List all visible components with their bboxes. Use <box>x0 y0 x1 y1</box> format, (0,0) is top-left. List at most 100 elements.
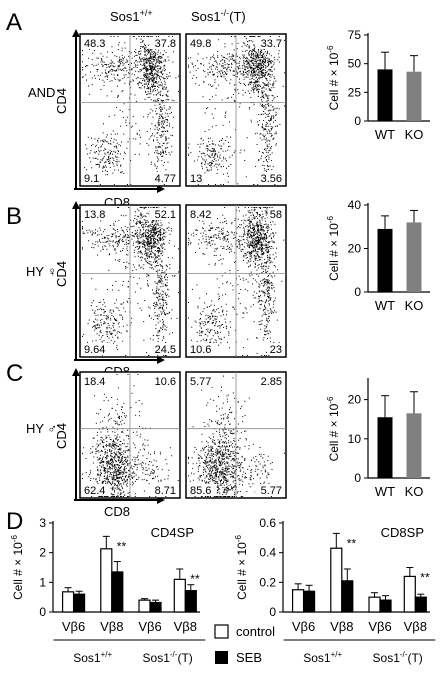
flow-dot-cloud <box>82 36 179 185</box>
quadrant-upper-left-value: 13.8 <box>84 209 105 221</box>
bar-seb <box>149 601 162 613</box>
significance-marker: ** <box>420 571 430 585</box>
row-label-and: AND <box>28 85 55 100</box>
quadrant-lower-right-bg <box>149 343 178 355</box>
quadrant-upper-right-bg <box>255 37 284 49</box>
row-label-hy-female: HY ♀ <box>26 264 57 279</box>
x-tick-label-ko: KO <box>405 298 424 313</box>
y-axis-label: Cell # × 10-6 <box>326 216 341 281</box>
legend-seb-label: SEB <box>236 650 262 665</box>
bar-control <box>403 575 416 613</box>
y-tick-label: 0.6 <box>259 516 276 530</box>
x-tick-label: Vβ8 <box>174 619 197 634</box>
bar-control <box>138 599 151 613</box>
quadrant-lower-left-bg <box>82 484 111 496</box>
quadrant-upper-left-bg <box>188 375 217 387</box>
quadrant-lower-right-bg <box>149 172 178 184</box>
group-label: Sos1+/+ <box>303 650 342 665</box>
quadrant-upper-right-value: 58 <box>270 209 282 221</box>
significance-marker: ** <box>347 536 357 550</box>
legend-seb-swatch <box>215 651 228 664</box>
y-tick-label: 2 <box>39 546 46 560</box>
panel-letter-a: A <box>6 9 22 36</box>
y-tick-label: 20 <box>348 242 362 256</box>
flow-plot-wt-row1: 48.3 37.8 9.1 4.77 <box>79 33 181 187</box>
group-label: Sos1-/-(T) <box>373 650 423 665</box>
quadrant-lower-left-bg <box>188 484 217 496</box>
bar-control <box>100 548 113 613</box>
bar-chart-d-cd8sp: 0 0.2 0.4 0.6 CD8SP Vβ6 ** Vβ8 Vβ6 ** Vβ8 Sos1+/+ So… <box>234 516 436 665</box>
quadrant-lower-left-value: 9.1 <box>84 173 99 185</box>
quadrant-upper-left-bg <box>82 208 111 220</box>
quadrant-upper-left-bg <box>188 208 217 220</box>
chart-title: CD8SP <box>381 525 424 540</box>
flow-dot-cloud <box>82 207 179 356</box>
quadrant-upper-right-bg <box>255 375 284 387</box>
flow-dots <box>188 207 285 356</box>
quadrant-upper-left-bg <box>82 37 111 49</box>
bar-wt <box>377 228 393 292</box>
flow-axes <box>72 29 165 504</box>
y-axis-label: Cell # × 10-6 <box>234 535 249 600</box>
y-tick-label: 0 <box>39 605 46 619</box>
y-tick-label: 0 <box>354 285 361 299</box>
bar-control <box>368 596 381 613</box>
quadrant-lower-right-value: 3.56 <box>261 173 282 185</box>
flow-ylabel-a: CD4 <box>54 88 69 114</box>
bar-control <box>291 589 305 613</box>
flow-plot-ko-row1: 49.8 33.7 13 3.56 <box>185 33 287 187</box>
bar-chart-c: 0 10 20 WT KO Cell # × 10-6 <box>326 378 430 499</box>
group-label: Sos1-/-(T) <box>143 650 193 665</box>
bar-charts-d: 0 1 2 3 CD4SP Vβ6 ** Vβ8 Vβ6 ** Vβ8 Sos1+/+ Sos1-/-(… <box>10 516 436 665</box>
bar-control <box>330 547 343 613</box>
x-tick-label: Vβ6 <box>292 619 315 634</box>
quadrant-lower-right-bg <box>267 343 284 355</box>
header-ko: Sos1-/-(T) <box>191 8 246 24</box>
header-wt: Sos1+/+ <box>110 8 153 24</box>
y-tick-label: 0 <box>354 471 361 485</box>
row-label-hy-male: HY ♂ <box>26 421 57 436</box>
bar-seb <box>184 590 197 613</box>
x-tick-label-wt: WT <box>375 127 395 142</box>
y-tick-label: 1 <box>39 575 46 589</box>
flow-plot-wt-row2: 13.8 52.1 9.64 24.5 <box>79 204 181 358</box>
x-tick-label: Vβ6 <box>62 619 85 634</box>
significance-marker: ** <box>117 539 127 553</box>
bar-seb <box>302 590 316 613</box>
y-axis-label: Cell # × 10-6 <box>10 535 25 600</box>
y-tick-label: 0.2 <box>259 575 276 589</box>
quadrant-lower-left-bg <box>82 343 111 355</box>
bar-control <box>61 591 75 613</box>
quadrant-upper-right-bg <box>149 37 178 49</box>
y-tick-label: 10 <box>348 432 362 446</box>
quadrant-upper-left-value: 49.8 <box>190 38 211 50</box>
y-axis-label: Cell # × 10-6 <box>326 45 341 110</box>
significance-marker: ** <box>190 572 200 586</box>
flow-xlabel-c: CD8 <box>104 504 130 519</box>
quadrant-lower-left-value: 9.64 <box>84 344 105 356</box>
bar-chart-a: 0 25 50 75 WT KO Cell # × 10-6 <box>326 28 430 142</box>
quadrant-lower-right-bg <box>255 172 284 184</box>
quadrant-upper-right-value: 33.7 <box>261 38 282 50</box>
panel-letter-b: B <box>6 203 22 230</box>
quadrant-upper-left-bg <box>82 375 111 387</box>
bar-seb <box>341 580 354 613</box>
x-tick-label-wt: WT <box>375 298 395 313</box>
quadrant-upper-right-bg <box>267 208 284 220</box>
quadrant-lower-right-value: 4.77 <box>155 173 176 185</box>
bar-charts-abc: 0 25 50 75 WT KO Cell # × 10-6 0 20 40 WT KO Cell # … <box>326 28 430 499</box>
flow-dots <box>82 36 179 185</box>
quadrant-upper-left-value: 5.77 <box>190 376 211 388</box>
legend: control SEB <box>214 624 275 665</box>
quadrant-lower-left-bg <box>82 172 105 184</box>
y-tick-label: 0 <box>269 605 276 619</box>
quadrant-lower-left-value: 85.6 <box>190 485 211 497</box>
flow-dot-cloud <box>188 375 285 497</box>
quadrant-upper-right-bg <box>149 375 178 387</box>
panel-letter-c: C <box>6 360 23 387</box>
bar-seb <box>111 571 124 613</box>
quadrant-upper-right-value: 52.1 <box>155 209 176 221</box>
quadrant-upper-left-value: 48.3 <box>84 38 105 50</box>
quadrant-upper-right-value: 37.8 <box>155 38 176 50</box>
